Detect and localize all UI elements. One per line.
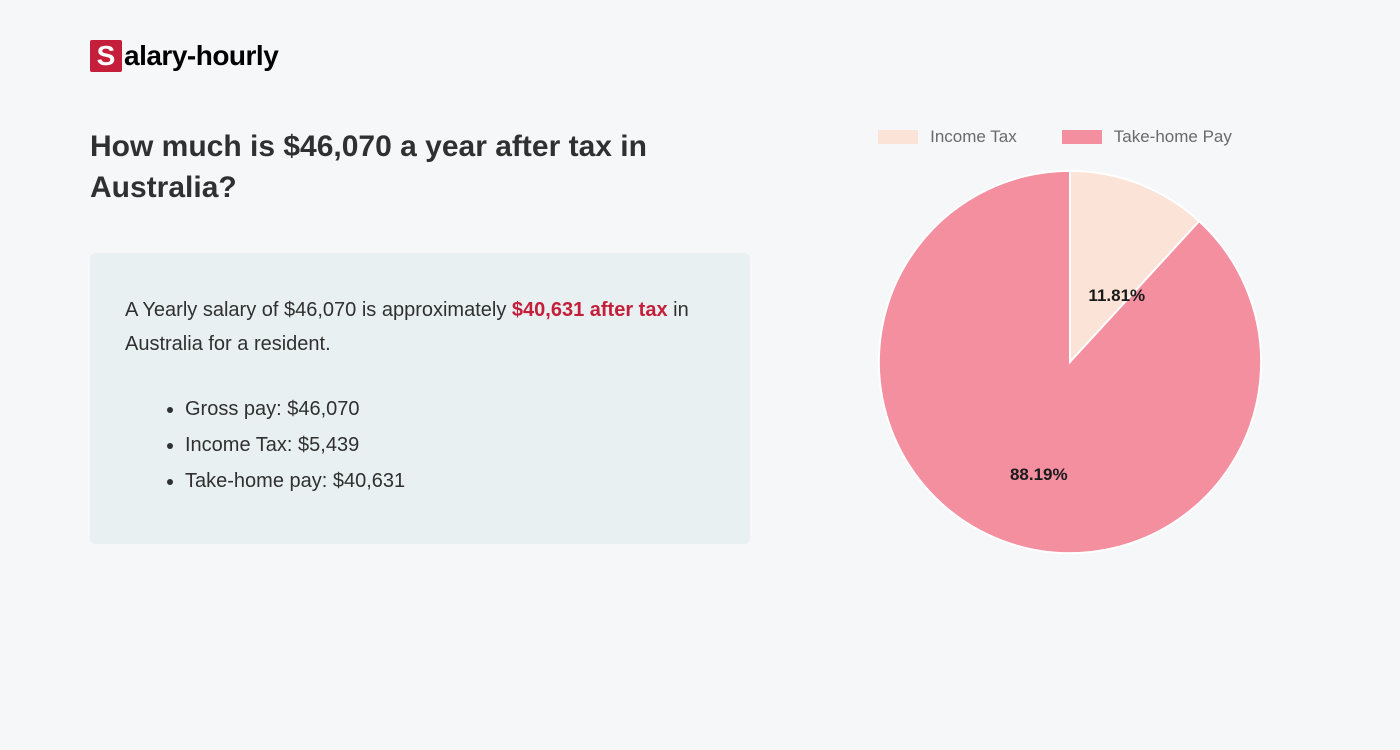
chart-legend: Income Tax Take-home Pay [800,127,1310,147]
logo-letter-icon: S [90,40,122,72]
logo: S alary-hourly [90,40,1310,72]
summary-pre: A Yearly salary of $46,070 is approximat… [125,299,512,321]
chart-column: Income Tax Take-home Pay 11.81% 88.19% [830,127,1310,557]
main-content: How much is $46,070 a year after tax in … [90,127,1310,557]
summary-text: A Yearly salary of $46,070 is approximat… [125,293,715,361]
summary-list: Gross pay: $46,070 Income Tax: $5,439 Ta… [125,391,715,499]
page-title: How much is $46,070 a year after tax in … [90,127,750,208]
pie-svg [875,167,1265,557]
pie-slice-label-take-home: 88.19% [1010,465,1068,485]
legend-label: Income Tax [930,127,1017,147]
pie-slice-label-income-tax: 11.81% [1088,286,1145,306]
legend-item-take-home: Take-home Pay [1062,127,1232,147]
summary-box: A Yearly salary of $46,070 is approximat… [90,253,750,544]
list-item-gross: Gross pay: $46,070 [185,391,715,427]
logo-text: alary-hourly [124,40,278,72]
legend-swatch-icon [878,130,918,144]
pie-chart: 11.81% 88.19% [875,167,1265,557]
list-item-tax: Income Tax: $5,439 [185,427,715,463]
legend-swatch-icon [1062,130,1102,144]
left-column: How much is $46,070 a year after tax in … [90,127,750,557]
legend-item-income-tax: Income Tax [878,127,1017,147]
summary-highlight: $40,631 after tax [512,299,668,321]
legend-label: Take-home Pay [1114,127,1232,147]
list-item-takehome: Take-home pay: $40,631 [185,463,715,499]
